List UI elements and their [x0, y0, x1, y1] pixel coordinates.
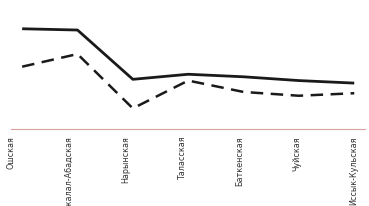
Text: Таласская: Таласская [178, 136, 187, 179]
Text: Иссык-Кульская: Иссык-Кульская [350, 136, 359, 204]
Text: Нарынская: Нарынская [121, 136, 130, 183]
Text: Ошская: Ошская [7, 136, 15, 169]
Text: Чуйская: Чуйская [293, 136, 301, 170]
Text: Джалал-Абадская: Джалал-Абадская [64, 136, 73, 206]
Text: Баткенская: Баткенская [235, 136, 244, 185]
